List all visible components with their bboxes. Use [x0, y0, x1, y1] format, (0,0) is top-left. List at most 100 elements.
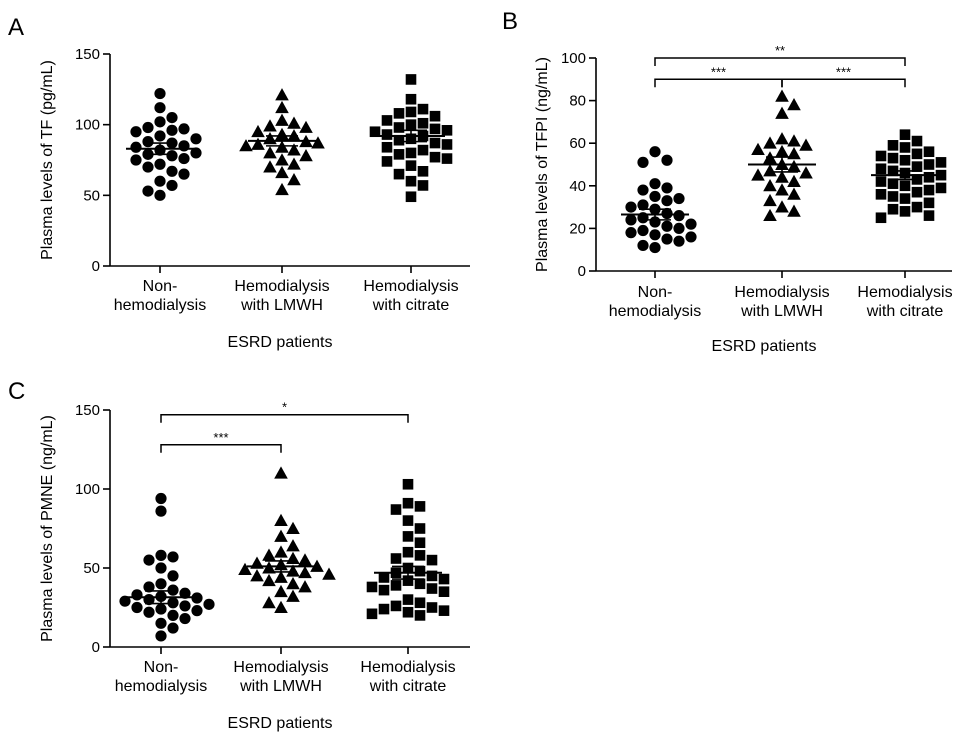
y-axis-title: Plasma levels of PMNE (ng/mL) [39, 415, 56, 642]
data-point-square [405, 147, 417, 159]
category-label: Hemodialysis with LMWH [234, 278, 329, 314]
data-point-circle [131, 601, 143, 614]
data-point-square [414, 501, 426, 512]
data-point-square [887, 203, 899, 215]
data-point-circle [154, 102, 166, 114]
data-point-square [429, 123, 441, 135]
data-point-triangle [775, 144, 789, 158]
data-point-triangle [775, 170, 789, 183]
data-point-triangle [263, 146, 277, 159]
data-point-square [378, 584, 390, 596]
data-point-square [402, 575, 414, 586]
data-point-circle [625, 201, 637, 213]
data-point-square [393, 108, 405, 119]
data-point-square [402, 497, 414, 509]
data-point-square [887, 178, 899, 189]
data-point-circle [649, 178, 661, 190]
data-point-circle [190, 133, 202, 145]
data-point-square [911, 201, 923, 213]
data-point-square [441, 125, 453, 136]
y-axis-title: Plasma levels of TF (pg/mL) [39, 60, 56, 260]
data-point-circle [178, 123, 190, 135]
data-point-triangle [787, 204, 801, 217]
data-point-circle [166, 150, 178, 162]
data-point-circle [178, 140, 190, 152]
data-point-triangle [286, 551, 300, 564]
data-point-square [911, 186, 923, 198]
data-point-square [381, 141, 393, 153]
data-point-triangle [775, 183, 789, 196]
category-label-line: with citrate [372, 297, 450, 314]
category-label-line: Hemodialysis [363, 278, 458, 295]
data-point-square [438, 605, 450, 616]
data-point-circle [673, 235, 685, 247]
data-point-square [402, 478, 414, 490]
data-point-circle [637, 239, 649, 252]
data-point-square [378, 572, 390, 583]
data-point-triangle [751, 142, 765, 156]
data-point-square [405, 160, 417, 171]
category-label-line: with LMWH [239, 678, 322, 695]
data-point-square [405, 191, 417, 203]
data-point-triangle [298, 553, 312, 566]
data-point-triangle [286, 539, 300, 552]
y-tick-label: 100 [561, 50, 586, 67]
data-point-square [393, 168, 405, 180]
y-axis-title: Plasma levels of TFPI (ng/mL) [534, 57, 551, 272]
data-point-circle [661, 154, 673, 166]
data-point-square [923, 146, 935, 158]
data-point-circle [119, 595, 131, 607]
data-point-triangle [775, 106, 789, 119]
data-point-circle [154, 189, 166, 201]
y-tick-label: 100 [75, 117, 100, 134]
significance-bracket [160, 413, 409, 423]
data-point-circle [155, 562, 167, 574]
panel-b: B [502, 8, 518, 35]
data-point-square [381, 156, 393, 167]
data-point-triangle [275, 100, 289, 114]
data-point-square [405, 93, 417, 105]
data-point-square [438, 573, 450, 585]
y-tick-label: 100 [75, 481, 100, 498]
data-point-square [366, 581, 378, 593]
category-label: Hemodialysis with LMWH [233, 659, 328, 695]
data-point-square [402, 515, 414, 526]
data-point-circle [179, 612, 191, 625]
data-point-square [899, 142, 911, 153]
data-point-circle [625, 214, 637, 226]
y-tick-label: 0 [92, 258, 100, 275]
data-point-triangle [275, 113, 289, 126]
data-point-square [414, 550, 426, 561]
data-point-triangle [763, 136, 777, 149]
data-point-triangle [310, 559, 324, 572]
data-point-triangle [799, 166, 813, 179]
data-point-triangle [274, 513, 288, 527]
data-point-square [393, 134, 405, 146]
data-point-square [414, 537, 426, 549]
data-point-triangle [763, 193, 777, 207]
data-point-circle [179, 587, 191, 599]
data-point-triangle [775, 132, 789, 145]
data-point-square [402, 546, 414, 558]
data-point-circle [203, 598, 215, 610]
data-point-square [390, 504, 402, 515]
data-point-square [381, 115, 393, 126]
category-label-line: Hemodialysis [360, 659, 455, 676]
data-point-circle [178, 168, 190, 180]
data-point-triangle [274, 570, 288, 583]
data-point-triangle [275, 153, 289, 166]
data-point-triangle [763, 208, 777, 222]
data-point-triangle [263, 132, 277, 145]
data-point-triangle [286, 577, 300, 590]
data-point-triangle [298, 565, 312, 579]
data-point-triangle [751, 168, 765, 181]
data-point-triangle [263, 119, 277, 132]
category-label-line: Non- [638, 284, 673, 301]
category-label-line: Hemodialysis [234, 278, 329, 295]
data-point-square [405, 175, 417, 187]
data-point-square [414, 578, 426, 590]
data-point-triangle [298, 580, 312, 593]
data-point-circle [154, 116, 166, 128]
category-label-line: Hemodialysis [233, 659, 328, 676]
